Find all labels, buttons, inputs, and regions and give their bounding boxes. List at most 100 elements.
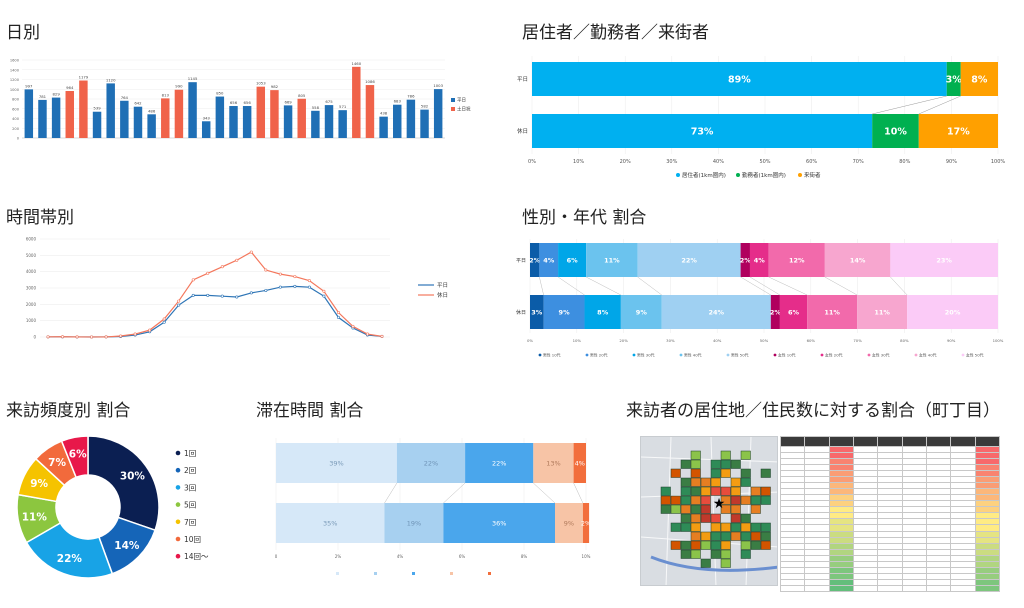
map-region bbox=[720, 459, 731, 469]
x-tick-label: 40% bbox=[713, 338, 722, 343]
y-tick-label: 1000 bbox=[10, 88, 20, 92]
data-label: 1086 bbox=[365, 79, 375, 84]
segment-label: 89% bbox=[728, 75, 751, 86]
data-point bbox=[104, 335, 108, 339]
data-label: 1145 bbox=[188, 76, 198, 81]
residence-map[interactable]: ★ bbox=[640, 436, 778, 586]
map-region bbox=[710, 486, 721, 496]
stay-title: 滞在時間 割合 bbox=[256, 401, 364, 421]
x-tick-label: 0% bbox=[527, 338, 533, 343]
data-point bbox=[264, 268, 268, 272]
data-point bbox=[162, 320, 166, 324]
table-cell bbox=[974, 530, 1001, 538]
bar bbox=[242, 106, 252, 138]
connector-line bbox=[740, 276, 771, 296]
connector-line bbox=[384, 482, 398, 504]
map-graphic: ★ bbox=[641, 437, 777, 585]
x-tick-label: 70% bbox=[853, 338, 862, 343]
slice-label: 22% bbox=[57, 553, 83, 565]
bar bbox=[215, 96, 225, 138]
map-region bbox=[660, 495, 671, 505]
y-tick-label: 5000 bbox=[26, 253, 37, 258]
data-label: 486 bbox=[148, 108, 156, 113]
map-region bbox=[750, 504, 761, 514]
bar bbox=[92, 111, 102, 138]
map-region bbox=[760, 468, 771, 478]
table-row bbox=[779, 548, 1001, 556]
bar-segment bbox=[824, 243, 891, 277]
map-region bbox=[690, 531, 701, 541]
table-cell bbox=[974, 512, 1001, 520]
bar-segment bbox=[872, 114, 919, 148]
data-label: 438 bbox=[380, 111, 388, 116]
category-label: 休日 bbox=[517, 127, 528, 135]
y-tick-label: 0 bbox=[33, 335, 36, 340]
map-region bbox=[680, 549, 691, 559]
legend-swatch bbox=[175, 519, 181, 525]
data-label: 829 bbox=[52, 92, 60, 97]
bar-segment bbox=[539, 243, 559, 277]
bar bbox=[174, 89, 184, 138]
data-label: 781 bbox=[39, 94, 47, 99]
legend-swatch bbox=[175, 502, 181, 507]
x-tick-label: 90% bbox=[947, 338, 956, 343]
map-region bbox=[700, 513, 711, 523]
map-region bbox=[750, 495, 761, 505]
table-row bbox=[779, 458, 1001, 466]
data-label: 539 bbox=[93, 106, 101, 111]
table-header-cell bbox=[779, 435, 806, 448]
table-row bbox=[779, 506, 1001, 514]
map-region bbox=[690, 450, 701, 460]
table-header-cell bbox=[974, 435, 1001, 448]
map-region bbox=[690, 477, 701, 487]
bar-segment bbox=[740, 243, 750, 277]
table-cell bbox=[974, 566, 1001, 574]
data-point bbox=[278, 272, 282, 276]
legend-label: 来街者 bbox=[804, 171, 821, 179]
segment-label: 9% bbox=[564, 520, 574, 528]
bar bbox=[120, 100, 129, 138]
legend-swatch bbox=[451, 98, 455, 102]
data-point bbox=[177, 303, 181, 307]
map-region bbox=[690, 486, 701, 496]
daily-bar-chart: 0 200 400 600 800 1000 1200 1400 1600 997 781 829 96… bbox=[10, 59, 471, 141]
x-tick-label: 50% bbox=[759, 159, 770, 165]
legend-swatch bbox=[585, 353, 589, 357]
table-cell bbox=[974, 548, 1001, 556]
daily-title: 日別 bbox=[6, 23, 40, 43]
segment-label: 8% bbox=[597, 309, 609, 317]
map-region bbox=[730, 504, 741, 514]
data-point bbox=[90, 335, 94, 339]
map-region bbox=[720, 504, 731, 514]
bar-segment bbox=[384, 503, 444, 543]
map-region bbox=[750, 540, 761, 550]
legend-label: 男性 20代 bbox=[590, 353, 608, 358]
map-region bbox=[730, 495, 741, 505]
data-point bbox=[249, 291, 253, 295]
table-row bbox=[779, 530, 1001, 538]
segment-label: 23% bbox=[936, 257, 952, 265]
table-row bbox=[779, 524, 1001, 532]
data-label: 1120 bbox=[106, 77, 116, 82]
legend-label: 女性 10代 bbox=[778, 353, 796, 358]
map-region bbox=[660, 486, 671, 496]
data-point bbox=[162, 317, 166, 321]
legend-label: 土日祝 bbox=[457, 106, 471, 113]
legend-label: 休日 bbox=[437, 291, 448, 299]
segment-label: 11% bbox=[874, 309, 890, 317]
map-region bbox=[680, 477, 691, 487]
table-header-cell bbox=[804, 435, 830, 448]
legend-swatch bbox=[412, 572, 415, 575]
data-label: 786 bbox=[407, 94, 415, 99]
legend-label: 1回 bbox=[184, 449, 196, 458]
segment-label: 10% bbox=[884, 127, 907, 138]
map-region bbox=[740, 450, 751, 460]
data-point bbox=[206, 271, 210, 275]
segment-label: 9% bbox=[559, 309, 571, 317]
bar-segment bbox=[532, 114, 873, 148]
segment-label: 11% bbox=[604, 257, 620, 265]
map-region bbox=[730, 477, 741, 487]
legend-swatch bbox=[538, 353, 542, 357]
table-row bbox=[779, 572, 1001, 580]
